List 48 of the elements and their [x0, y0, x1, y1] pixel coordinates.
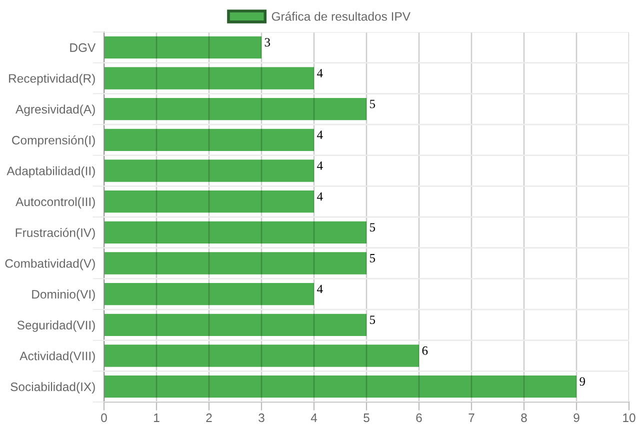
data-label: 5 [370, 100, 376, 108]
y-tick-label: Agresividad(A) [16, 104, 95, 116]
bar [104, 344, 419, 367]
data-label: 3 [264, 38, 270, 46]
data-label: 4 [317, 192, 323, 201]
data-label: 5 [370, 254, 376, 262]
x-tick-label: 10 [623, 413, 636, 422]
y-tick-label: Frustración(IV) [16, 228, 95, 240]
x-tick-label: 4 [310, 414, 318, 422]
x-tick-label: 5 [364, 414, 370, 422]
bar [104, 190, 314, 213]
x-tick-label: 3 [258, 413, 264, 422]
bar [104, 221, 366, 244]
data-label: 4 [317, 130, 323, 139]
bar [104, 128, 314, 152]
y-tick-label: Dominio(VI) [32, 290, 95, 302]
bar [104, 282, 314, 306]
data-label: 5 [370, 223, 376, 232]
bar [104, 67, 314, 90]
y-tick-label: Receptividad(R) [9, 74, 95, 86]
x-tick-label: 1 [154, 414, 160, 422]
y-tick-label: Comprensión(I) [12, 135, 95, 147]
x-tick-label: 6 [416, 413, 422, 422]
bar [104, 314, 366, 336]
y-tick-label: Sociabilidad(IX) [10, 382, 95, 394]
bar [104, 160, 314, 182]
y-tick-label: Combatividad(V) [5, 258, 95, 270]
data-label: 6 [422, 346, 428, 355]
legend-label: Gráfica de resultados IPV [272, 12, 410, 21]
y-tick-label: Actividad(VIII) [20, 351, 95, 363]
x-tick-label: 0 [101, 413, 107, 422]
y-tick-label: DGV [70, 43, 96, 52]
data-label: 5 [370, 316, 376, 324]
x-tick-label: 8 [521, 413, 527, 422]
y-tick-label: Autocontrol(III) [16, 197, 95, 209]
bar [104, 252, 366, 274]
x-tick-label: 7 [468, 414, 474, 422]
data-label: 9 [580, 377, 586, 386]
x-tick-label: 9 [574, 413, 580, 422]
data-label: 4 [317, 68, 323, 78]
bar [104, 36, 262, 59]
x-tick-label: 2 [206, 413, 212, 422]
y-tick-label: Seguridad(VII) [17, 320, 95, 332]
data-label: 4 [317, 284, 323, 294]
data-label: 4 [317, 161, 323, 170]
y-tick-label: Adaptabilidad(II) [6, 166, 95, 178]
bar [104, 98, 366, 120]
bar [104, 375, 576, 398]
